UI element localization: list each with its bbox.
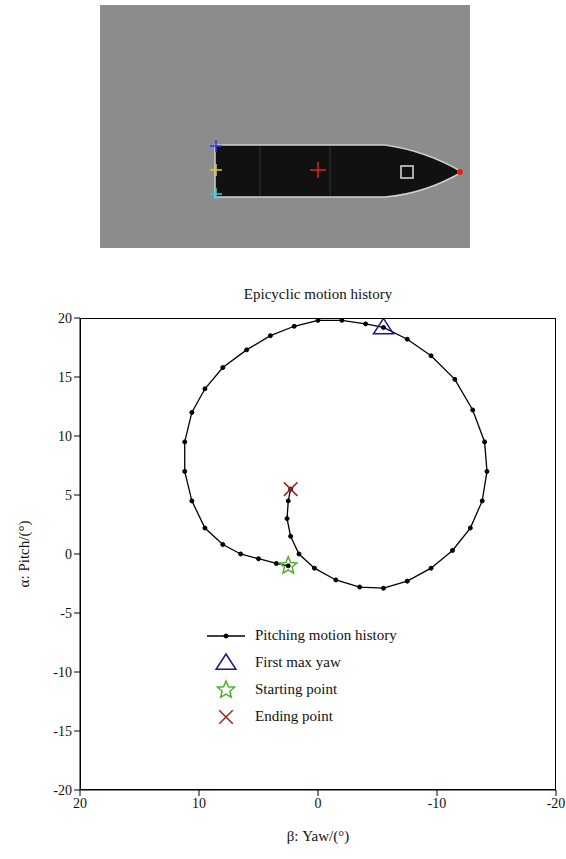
svg-text:-20: -20 [547,796,566,811]
svg-text:α: Pitch/(°): α: Pitch/(°) [16,521,33,588]
html-text:First max yaw: First max yaw [255,654,341,670]
html-text:Ending point: Ending point [255,708,333,724]
svg-text:10: 10 [58,429,72,444]
svg-text:5: 5 [65,488,72,503]
svg-text:-10: -10 [53,665,72,680]
svg-text:-10: -10 [428,796,447,811]
svg-text:-15: -15 [53,724,72,739]
svg-text:0: 0 [315,796,322,811]
svg-text:0: 0 [65,547,72,562]
svg-text:β: Yaw/(°): β: Yaw/(°) [287,828,350,845]
svg-text:20: 20 [73,796,87,811]
html-text:Epicyclic motion history: Epicyclic motion history [243,286,393,302]
html-text:Pitching motion history: Pitching motion history [255,627,397,643]
svg-text:15: 15 [58,370,72,385]
svg-text:20: 20 [58,311,72,326]
html-text:Starting point: Starting point [255,681,338,697]
svg-text:-20: -20 [53,783,72,798]
svg-text:10: 10 [192,796,206,811]
svg-text:-5: -5 [60,606,72,621]
